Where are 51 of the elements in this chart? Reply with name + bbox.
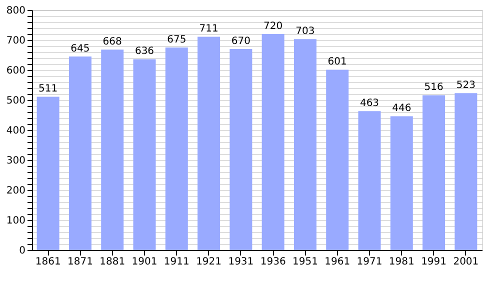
- bar: [294, 39, 316, 250]
- x-tick-label: 1871: [67, 256, 93, 268]
- y-tick-label: 200: [6, 186, 26, 196]
- data-label: 645: [70, 44, 90, 54]
- x-tick-label: 1931: [228, 256, 254, 268]
- x-tick-label: 2001: [453, 256, 479, 268]
- data-label: 523: [456, 80, 476, 92]
- data-label: 668: [102, 36, 122, 48]
- data-label: 670: [231, 36, 250, 47]
- data-label: 601: [328, 56, 347, 68]
- data-label: 636: [134, 46, 154, 58]
- x-tick-label: 1981: [388, 256, 414, 268]
- bar: [358, 111, 381, 250]
- y-tick-label: 600: [6, 66, 26, 76]
- y-tick-label: 100: [6, 216, 26, 226]
- y-tick-label: 0: [19, 246, 26, 256]
- x-tick-label: 1921: [196, 256, 222, 268]
- x-tick-label: 1971: [356, 256, 382, 268]
- data-label: 675: [167, 34, 186, 46]
- x-tick-label: 1901: [132, 256, 158, 268]
- y-tick-label: 700: [6, 36, 26, 46]
- bar: [454, 93, 478, 250]
- bar: [68, 56, 92, 250]
- y-tick-label: 400: [6, 126, 26, 136]
- x-tick-label: 1991: [421, 256, 447, 268]
- bar: [230, 49, 252, 250]
- bar: [390, 116, 413, 250]
- data-label: 720: [264, 21, 283, 32]
- x-tick-label: 1911: [164, 256, 190, 268]
- bar: [101, 50, 124, 250]
- y-tick-label: 500: [6, 96, 26, 106]
- data-label: 463: [360, 98, 380, 110]
- bar: [422, 95, 446, 250]
- y-tick-label: 800: [6, 6, 26, 16]
- data-label: 703: [296, 26, 315, 38]
- bar: [198, 36, 220, 250]
- bar: [165, 48, 188, 250]
- x-tick-label: 1881: [100, 256, 126, 268]
- y-tick-label: 300: [6, 156, 26, 166]
- data-label: 711: [199, 24, 218, 35]
- x-tick-label: 1951: [292, 256, 318, 268]
- x-tick-label: 1961: [324, 256, 350, 268]
- data-label: 446: [392, 103, 412, 114]
- x-tick-label: 1861: [35, 256, 61, 268]
- bar: [133, 59, 156, 250]
- bar: [262, 34, 284, 250]
- x-tick-label: 1936: [260, 256, 286, 268]
- data-label: 516: [424, 82, 444, 94]
- data-label: 511: [38, 84, 58, 95]
- bar: [326, 70, 349, 250]
- bar: [36, 96, 60, 250]
